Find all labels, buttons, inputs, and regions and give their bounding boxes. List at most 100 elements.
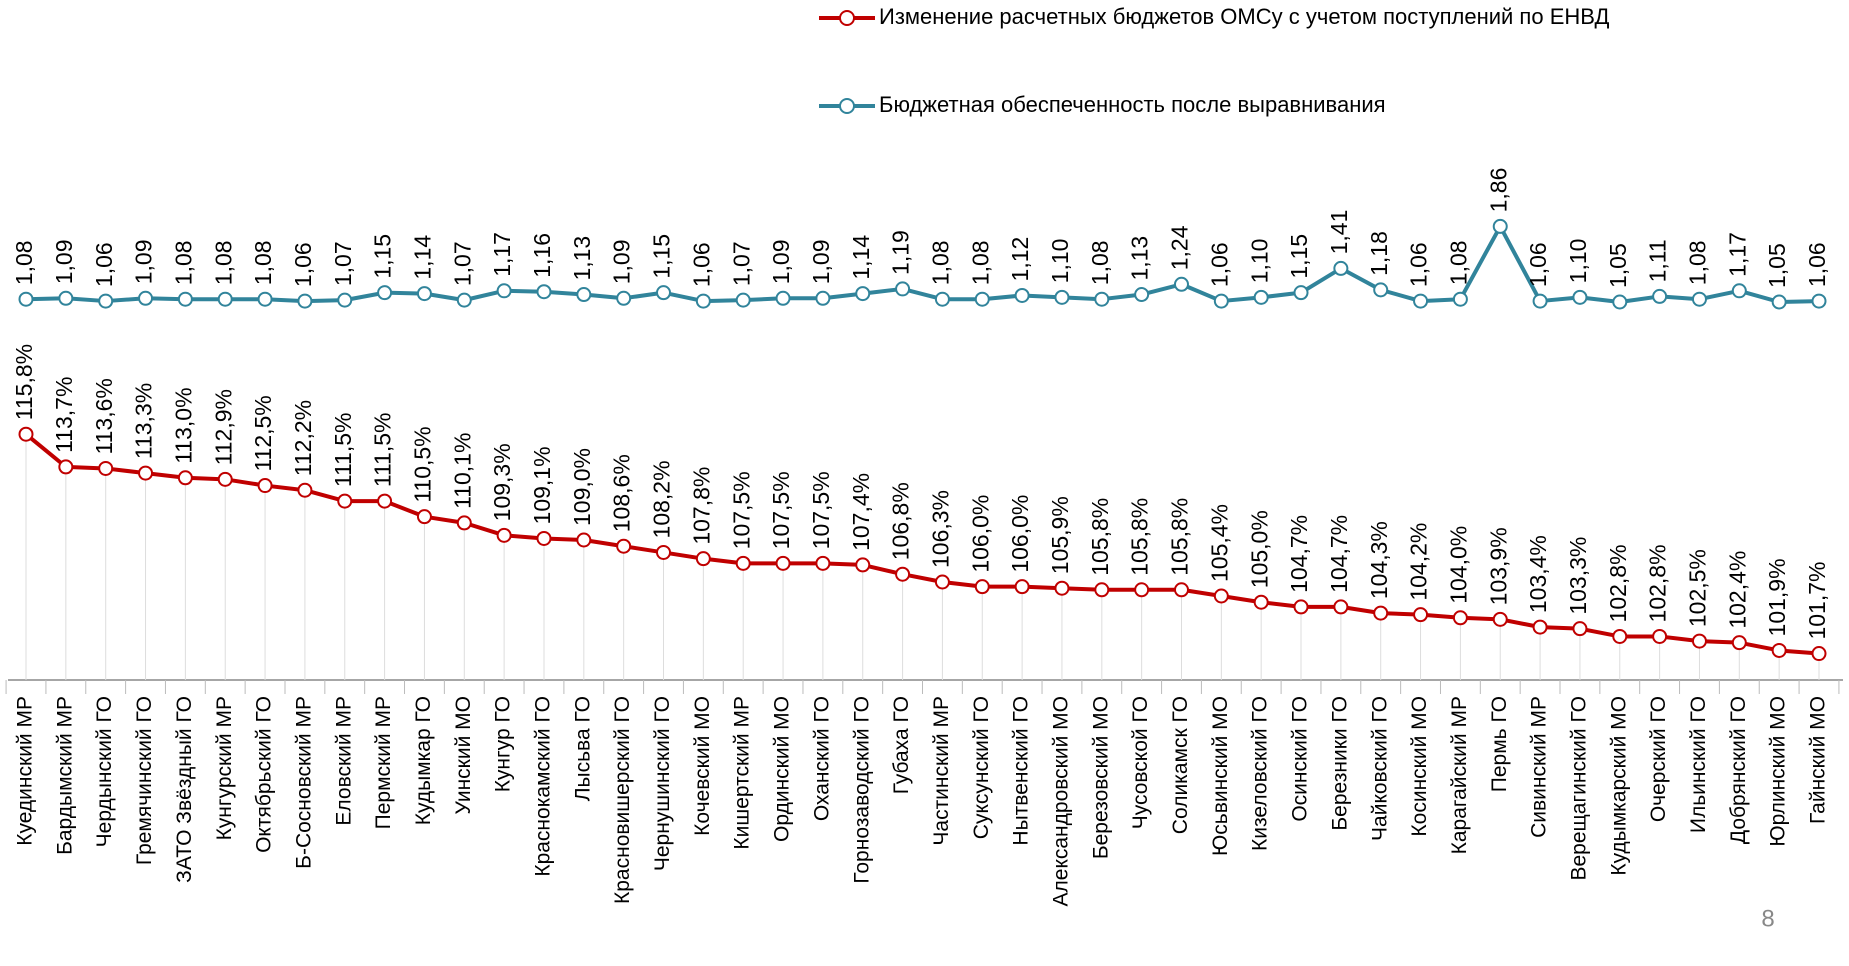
point [98,460,114,476]
data-label: 110,1% [449,433,475,509]
point [257,291,273,307]
point [855,286,871,302]
point [1652,628,1668,644]
data-label: 106,0% [1007,495,1033,573]
data-label: 1,08 [210,240,236,285]
point [1691,291,1707,307]
point [536,284,552,300]
data-label: 1,09 [51,240,77,285]
point [1213,588,1229,604]
x-tick-label: Краснокамский ГО [532,696,555,877]
data-label: 1,09 [808,240,834,285]
data-label: 106,0% [967,495,993,573]
point [297,293,313,309]
point [177,470,193,486]
point [974,291,990,307]
x-tick-label: Еловский МР [332,696,355,826]
data-label: 1,13 [569,236,595,281]
point [1173,582,1189,598]
data-label: 1,07 [330,241,356,286]
point [815,555,831,571]
x-tick-label: ЗАТО Звёздный ГО [173,696,196,883]
data-label: 106,8% [888,482,914,560]
data-label: 1,10 [1565,239,1591,284]
point [895,281,911,297]
point [1452,610,1468,626]
point [377,493,393,509]
data-label: 108,2% [649,460,675,538]
data-label: 101,7% [1804,562,1830,640]
data-label: 108,6% [609,454,635,532]
point [456,292,472,308]
data-label: 102,4% [1724,551,1750,629]
x-tick-label: Гайнский МО [1807,696,1830,824]
x-tick-label: Чусовской ГО [1129,696,1152,829]
data-label: 105,8% [1167,498,1193,576]
x-tick-label: Березники ГО [1328,696,1351,831]
point [1054,289,1070,305]
point [1771,294,1787,310]
data-label: 1,14 [848,235,874,280]
data-label: 1,18 [1366,231,1392,276]
x-tick-label: Косинский МО [1408,696,1431,837]
data-label: 1,08 [170,240,196,285]
point [1253,594,1269,610]
data-label: 103,4% [1525,535,1551,613]
data-label: 1,10 [1047,239,1073,284]
point [895,566,911,582]
data-label: 111,5% [370,413,396,488]
data-label: 1,09 [609,240,635,285]
point [1691,633,1707,649]
x-tick-label: Чердынский ГО [93,696,116,847]
data-label: 1,06 [91,242,117,287]
point [1333,599,1349,615]
data-label: 1,15 [370,234,396,279]
data-label: 113,0% [170,387,196,463]
data-label: 102,5% [1685,549,1711,627]
point [1572,621,1588,637]
point [416,286,432,302]
point [138,465,154,481]
x-tick-label: Куединский МР [14,696,37,846]
data-label: 1,17 [1724,232,1750,277]
data-label: 102,8% [1645,544,1671,622]
data-label: 103,9% [1485,527,1511,605]
point [616,290,632,306]
point [1811,646,1827,662]
data-label: 1,19 [888,230,914,275]
x-tick-label: Лысьва ГО [571,696,594,801]
x-tick-label: Губаха ГО [890,696,913,794]
point [337,493,353,509]
data-label: 1,11 [1645,239,1671,282]
point [58,459,74,475]
data-label: 1,06 [1406,242,1432,287]
point [377,285,393,301]
x-tick-label: Верещагинский ГО [1567,696,1590,881]
point [1054,580,1070,596]
data-label: 1,08 [967,240,993,285]
point [616,538,632,554]
x-tick-label: Нытвенский ГО [1010,696,1033,846]
point [1014,287,1030,303]
x-tick-label: Красновишерский ГО [611,696,634,904]
data-label: 112,5% [250,395,276,471]
point [815,290,831,306]
data-label: 1,07 [728,241,754,286]
x-tick-label: Пермь ГО [1488,696,1511,792]
legend-label: Бюджетная обеспеченность после выравнива… [879,92,1386,117]
data-label: 102,8% [1605,544,1631,622]
data-label: 1,07 [449,241,475,286]
point [1532,619,1548,635]
data-label: 1,06 [688,242,714,287]
point [1612,294,1628,310]
data-label: 107,5% [728,471,754,549]
data-label: 1,06 [1206,242,1232,287]
x-tick-label: Юрлинский МО [1767,696,1790,847]
data-label: 1,08 [1685,240,1711,285]
point [576,287,592,303]
data-label: 1,06 [290,242,316,287]
x-tick-label: Кунгур ГО [492,696,515,792]
point [1612,628,1628,644]
point [934,291,950,307]
